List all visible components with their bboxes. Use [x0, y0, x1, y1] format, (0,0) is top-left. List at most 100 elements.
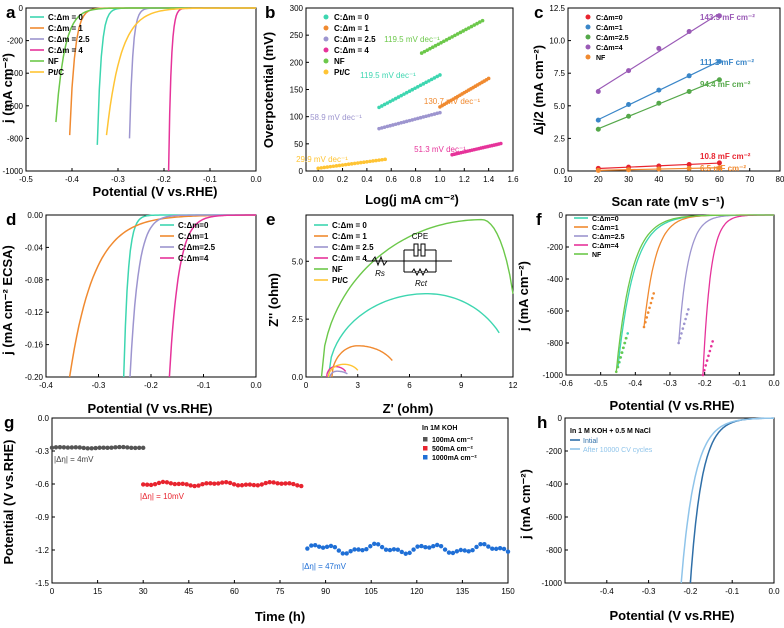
data-point: [243, 482, 249, 487]
data-point: [402, 92, 406, 96]
legend-label: C:Δm = 2.5: [332, 243, 374, 252]
y-tick-label: -0.08: [25, 276, 44, 285]
data-point: [677, 341, 680, 345]
x-axis-label-b: Log(j mA cm⁻²): [365, 192, 459, 207]
data-point: [429, 77, 434, 82]
data-point: [388, 123, 392, 128]
x-axis-label-e: Z' (ohm): [383, 401, 434, 416]
data-point: [429, 113, 434, 117]
x-tick-label: 60: [715, 175, 724, 184]
data-point: [626, 68, 632, 74]
data-point: [382, 125, 387, 129]
data-point: [466, 26, 471, 30]
data-point: [377, 126, 381, 131]
y-tick-label: -800: [7, 134, 24, 143]
slope-annotation: 119.5 mV dec⁻¹: [360, 71, 416, 80]
data-point: [454, 549, 460, 554]
y-tick-label: 0: [558, 414, 563, 423]
data-point: [656, 166, 662, 172]
data-point: [319, 166, 324, 170]
data-point: [438, 110, 442, 115]
legend-label: C:Δm = 0: [332, 221, 367, 230]
data-point: [344, 551, 349, 556]
data-point: [651, 296, 654, 300]
plot-h: -0.4 -0.3 -0.2 -0.1 0.0 0 -200 -400 -600 -800 -100…: [542, 414, 781, 596]
data-point: [208, 481, 213, 486]
series-line: [643, 214, 774, 328]
legend-label: C:Δm=0: [178, 221, 209, 230]
data-point: [646, 311, 650, 314]
data-point: [645, 316, 649, 319]
data-point: [436, 42, 441, 47]
y-tick-label: 0.0: [292, 373, 304, 382]
data-point: [438, 543, 444, 549]
data-point: [216, 481, 221, 486]
x-tick-label: 150: [501, 587, 515, 596]
data-point: [332, 545, 338, 550]
legend-label: 500mA cm⁻²: [432, 446, 473, 453]
data-point: [482, 541, 487, 547]
x-axis-label-f: Potential (V vs.RHE): [610, 398, 735, 413]
data-point: [61, 445, 67, 450]
x-tick-label: 135: [456, 587, 470, 596]
data-point: [626, 101, 632, 107]
panel-h: h -0.4 -0.3 -0.2 -0.1 0.0 0 -200 -400 -600 -800 -1…: [518, 413, 780, 623]
legend-marker: [585, 24, 591, 30]
circuit-label-rs: Rs: [375, 269, 385, 278]
data-point: [649, 301, 653, 305]
data-point: [434, 542, 440, 548]
data-point: [156, 480, 162, 486]
data-point: [442, 547, 448, 552]
y-axis-label-d: j (mA cm⁻² ECSA): [0, 245, 15, 356]
data-point: [141, 482, 146, 487]
data-point: [680, 332, 683, 335]
data-point: [413, 86, 417, 91]
legend-label: NF: [592, 252, 602, 259]
x-tick-label: 20: [594, 175, 603, 184]
data-point: [642, 325, 646, 329]
data-point: [235, 483, 241, 488]
data-point: [410, 87, 415, 92]
legend-label: C:Δm=0: [596, 15, 623, 22]
data-point: [415, 544, 420, 549]
x-tick-label: 9: [459, 381, 464, 390]
legend-label: 100mA cm⁻²: [432, 437, 473, 444]
data-point: [462, 548, 467, 553]
data-point: [705, 359, 709, 362]
y-tick-label: -0.6: [35, 480, 49, 489]
x-tick-label: 1.0: [434, 175, 446, 184]
data-point: [283, 481, 288, 486]
data-point: [356, 547, 361, 552]
data-point: [656, 87, 662, 93]
plot-g: 0 15 30 45 60 75 90 105 120 135 150 0.0 -0.3 -0.6 -0.9…: [35, 414, 515, 596]
plot-b: 0.0 0.2 0.4 0.6 0.8 1.0 1.2 1.4 1.6 0 50 100 150 200 2…: [290, 4, 519, 184]
legend-label: C:Δm=1: [592, 225, 619, 232]
data-point: [141, 445, 146, 451]
data-point: [656, 100, 662, 106]
y-tick-label: 0: [559, 211, 564, 220]
data-point: [380, 104, 384, 108]
y-tick-label: 0.0: [38, 414, 50, 423]
data-point: [387, 547, 393, 553]
plot-d: -0.4 -0.3 -0.2 -0.1 0.0 0.00 -0.04 -0.08 -0.12 -0…: [25, 211, 262, 390]
data-point: [648, 306, 651, 310]
x-tick-label: -0.4: [628, 379, 642, 388]
x-tick-label: 50: [685, 175, 694, 184]
data-point: [686, 161, 692, 167]
data-point: [427, 79, 431, 83]
data-point: [340, 163, 345, 167]
legend-label: NF: [48, 57, 59, 66]
data-point: [682, 322, 686, 326]
legend-marker: [323, 69, 329, 75]
panel-label-e: e: [266, 210, 275, 229]
data-point: [295, 483, 300, 488]
x-axis-label-c: Scan rate (mV s⁻¹): [611, 194, 724, 209]
data-point: [716, 165, 722, 171]
series-line: [168, 214, 256, 378]
data-point: [331, 164, 336, 169]
data-point: [501, 546, 507, 552]
data-point: [360, 547, 365, 553]
data-point: [419, 543, 424, 549]
data-point: [212, 481, 217, 486]
